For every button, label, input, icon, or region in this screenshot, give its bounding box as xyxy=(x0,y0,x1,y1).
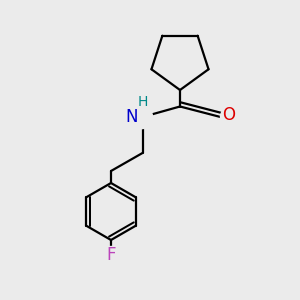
Text: N: N xyxy=(125,108,138,126)
Text: H: H xyxy=(137,95,148,110)
Text: O: O xyxy=(222,106,236,124)
Text: F: F xyxy=(106,246,116,264)
